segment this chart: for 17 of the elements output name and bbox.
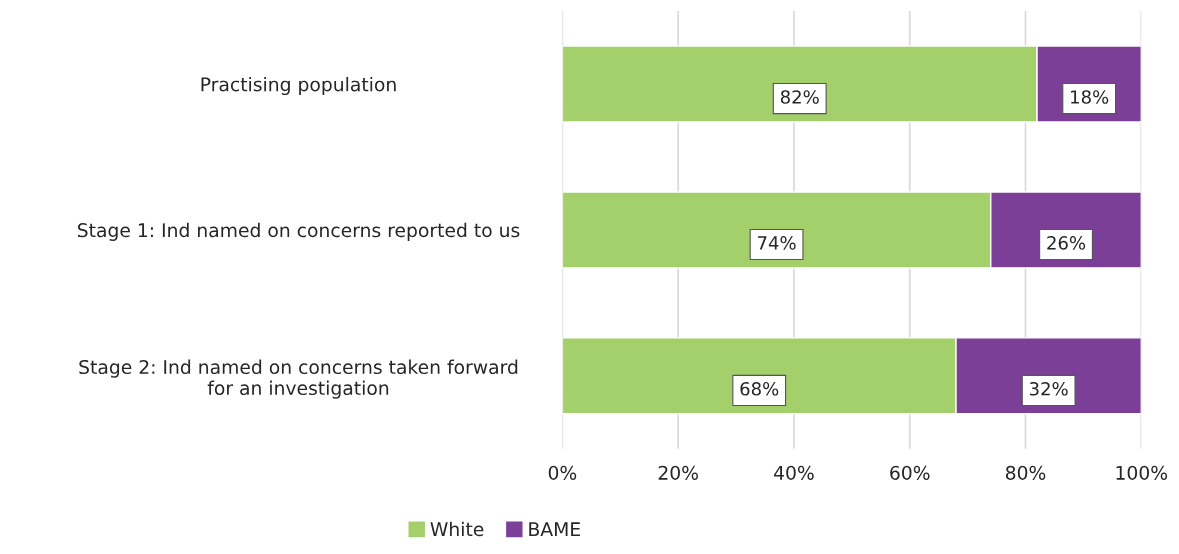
y-tick-label: Practising population <box>201 76 396 96</box>
x-tick-label: 80% <box>1005 465 1046 480</box>
x-tick-label: 100% <box>1116 465 1168 480</box>
data-label: 18% <box>1071 90 1109 104</box>
data-label: 26% <box>1047 236 1086 250</box>
x-tick-label: 60% <box>890 465 930 480</box>
data-label: 82% <box>780 90 819 104</box>
data-label: 74% <box>757 236 796 250</box>
legend-label: BAME <box>529 522 580 536</box>
y-tick-label: Stage 2: Ind named on concerns taken forward for an investigation <box>79 359 518 399</box>
x-tick-label: 20% <box>658 465 698 480</box>
data-label: 68% <box>740 381 779 396</box>
x-tick-label: 0% <box>548 465 577 480</box>
y-tick-label: Stage 1: Ind named on concerns reported to us <box>77 222 520 241</box>
x-tick-label: 40% <box>774 465 814 480</box>
legend-label: White <box>430 521 484 537</box>
data-label: 32% <box>1029 381 1068 396</box>
